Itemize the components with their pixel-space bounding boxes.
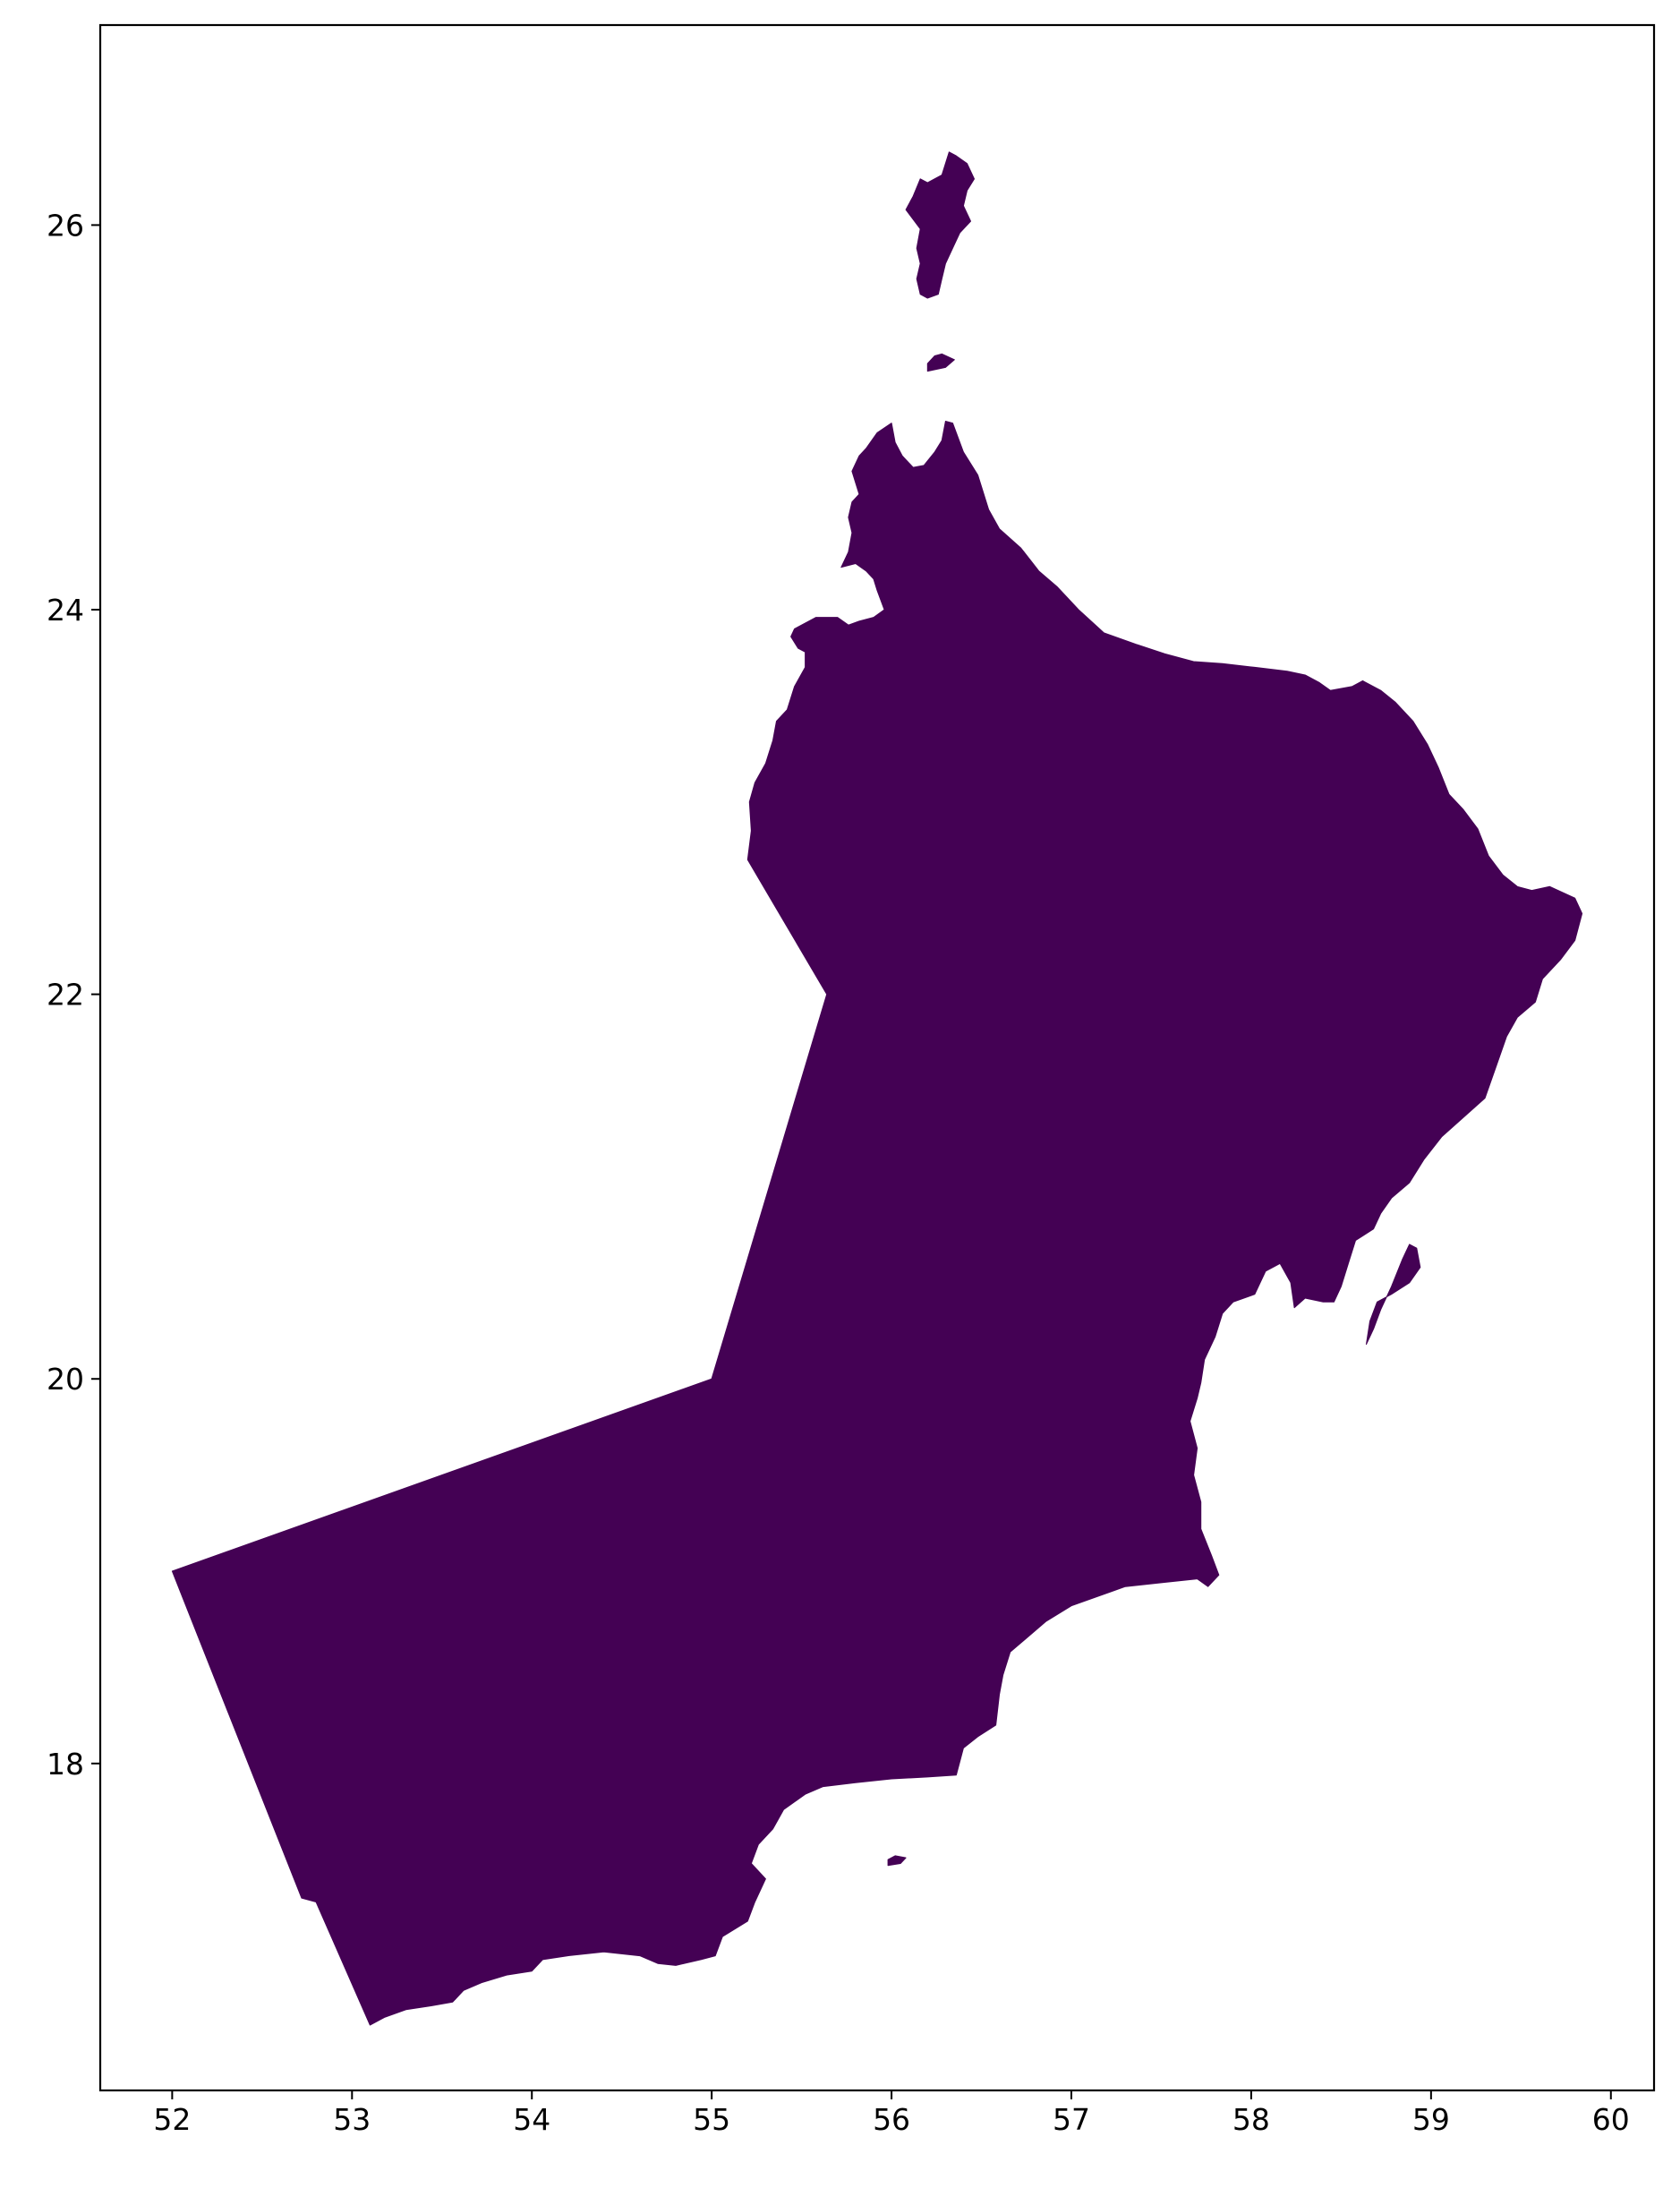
y-tick-label: 24 <box>47 593 84 628</box>
region-masirah-island <box>1366 1244 1421 1346</box>
x-tick-label: 53 <box>333 2102 371 2137</box>
x-tick-label: 58 <box>1232 2102 1270 2137</box>
region-hallaniyat-islands <box>887 1855 907 1867</box>
x-tick-label: 60 <box>1592 2102 1630 2137</box>
region-mainland <box>171 421 1583 2026</box>
x-tick-label: 57 <box>1053 2102 1090 2137</box>
x-tick-label: 52 <box>153 2102 191 2137</box>
x-tick-label: 56 <box>873 2102 910 2137</box>
y-tick-label: 22 <box>47 978 84 1013</box>
x-tick-label: 59 <box>1412 2102 1450 2137</box>
x-axis-ticks: 52 53 54 55 56 57 58 59 60 <box>153 2090 1630 2137</box>
axes-frame <box>98 23 1656 2092</box>
x-tick-label: 55 <box>693 2102 730 2137</box>
region-madha <box>926 353 955 372</box>
regions-layer <box>171 151 1583 2026</box>
y-tick-label: 18 <box>47 1747 84 1782</box>
y-axis-ticks: 18 20 22 24 26 <box>47 208 100 1782</box>
x-tick-label: 54 <box>513 2102 550 2137</box>
y-tick-label: 26 <box>47 208 84 243</box>
region-musandam <box>905 151 975 299</box>
y-tick-label: 20 <box>47 1362 84 1397</box>
